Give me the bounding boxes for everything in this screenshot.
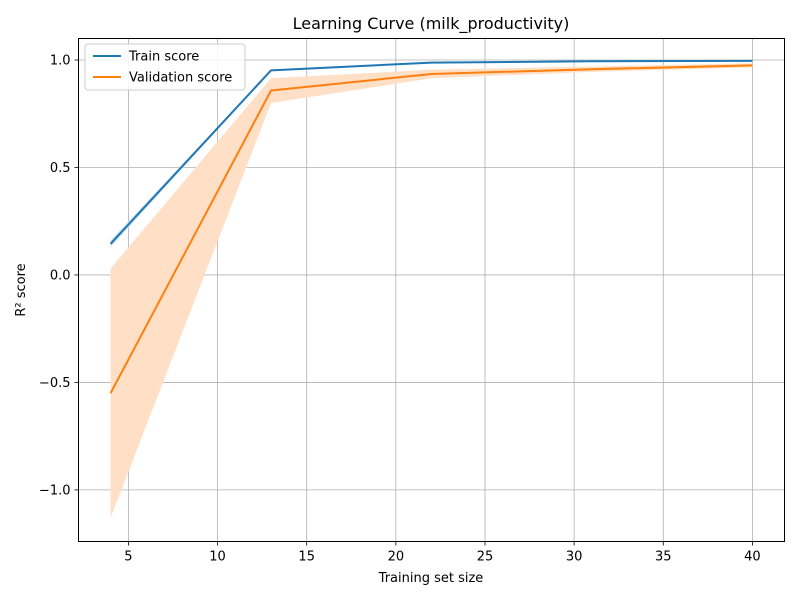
series-line-0 bbox=[109, 59, 753, 245]
y-tick-label: 0.5 bbox=[50, 161, 71, 176]
y-tick-label: 1.0 bbox=[50, 53, 71, 68]
series-line-1 bbox=[109, 64, 753, 394]
y-tick-label: −1.0 bbox=[39, 483, 71, 498]
x-tick-label: 15 bbox=[298, 550, 315, 565]
y-tick-label: −0.5 bbox=[39, 376, 71, 391]
legend: Train score Validation score bbox=[84, 43, 246, 91]
x-axis-label: Training set size bbox=[378, 571, 484, 586]
legend-box bbox=[84, 43, 246, 91]
x-tick-label: 5 bbox=[124, 550, 132, 565]
series-lines bbox=[109, 59, 753, 394]
x-tick-label: 35 bbox=[655, 550, 672, 565]
plot-frame bbox=[78, 38, 785, 542]
x-tick-label: 30 bbox=[566, 550, 583, 565]
axis-ticks: 5 10 15 20 25 30 35 40 −1.0 −0.5 0.0 0.5 1.0 bbox=[39, 53, 761, 564]
legend-label-validation: Validation score bbox=[129, 71, 232, 86]
grid bbox=[78, 38, 785, 542]
x-tick-label: 20 bbox=[388, 550, 405, 565]
x-tick-label: 10 bbox=[209, 550, 226, 565]
y-axis-label: R² score bbox=[14, 263, 29, 316]
x-tick-label: 25 bbox=[477, 550, 494, 565]
y-tick-label: 0.0 bbox=[50, 268, 71, 283]
x-tick-label: 40 bbox=[744, 550, 761, 565]
legend-label-train: Train score bbox=[128, 50, 199, 65]
chart-title: Learning Curve (milk_productivity) bbox=[293, 14, 570, 34]
